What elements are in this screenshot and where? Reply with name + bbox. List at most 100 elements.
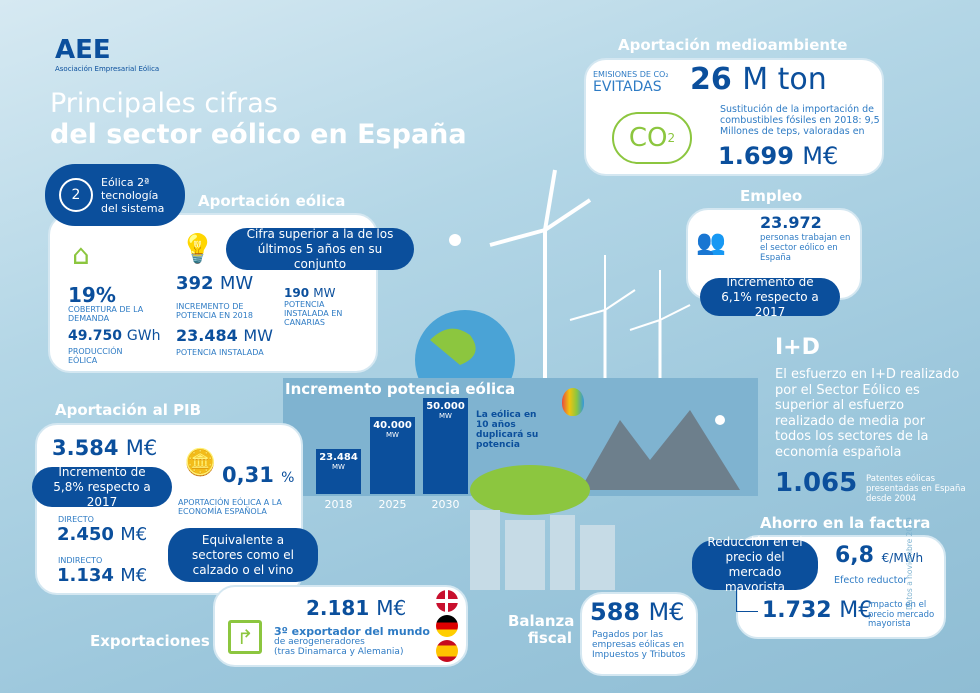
pib-increment-pill: Incremento de 5,8% respecto a 2017 (32, 465, 172, 509)
produccion-label: PRODUCCIÓN EÓLICA (68, 347, 123, 365)
bar-2025: 40.000 MW (370, 417, 415, 494)
empleo-title: Empleo (740, 187, 803, 205)
aportacion-eolica-title: Aportación eólica (198, 192, 346, 210)
valor-unit: M€ (802, 142, 839, 170)
instalada-unit: MW (243, 326, 273, 345)
canarias-label: POTENCIA INSTALADA EN CANARIAS (284, 300, 343, 327)
produccion-unit: GWh (126, 328, 161, 344)
incremento-value: 392 (176, 273, 214, 294)
bar-unit-label: MW (332, 462, 345, 471)
instalada-label: POTENCIA INSTALADA (176, 348, 264, 357)
directo-value: 2.450 (57, 524, 114, 545)
bar-value-label: 40.000 (373, 420, 412, 432)
impacto-label: Impacto en el precio mercado mayorista (868, 600, 935, 629)
pib-pct-unit: % (281, 470, 295, 486)
empleo-value: 23.972 (760, 213, 822, 232)
balanza-card (580, 592, 698, 676)
emisiones-unit: M ton (742, 62, 827, 97)
x-tick-label: 2018 (324, 498, 353, 511)
id-text: El esfuerzo en I+D realizado por el Sect… (775, 367, 960, 460)
people-icon: 👥 (696, 228, 726, 256)
logo-text: AEE (55, 35, 111, 65)
house-leaf-icon: ⌂ (72, 238, 90, 271)
hot-air-balloon-icon (562, 388, 584, 416)
exportador-line1: 3º exportador del mundo (274, 625, 430, 638)
exportaciones-title: Exportaciones (90, 632, 210, 650)
cobertura-value: 19% (68, 283, 116, 307)
bar-unit-label: MW (439, 412, 452, 420)
title-line-1: Principales cifras (50, 88, 278, 119)
export-arrow-icon: ↱ (228, 620, 262, 654)
connector-line (736, 590, 758, 612)
bar-value-label: 50.000 (426, 401, 465, 412)
impacto-unit: M€ (839, 598, 873, 623)
instalada-value: 23.484 (176, 326, 238, 345)
co2-cloud-icon: CO 2 (612, 112, 692, 164)
cifra-superior-pill: Cifra superior a la de los últimos 5 año… (226, 227, 414, 271)
impacto-value: 1.732 (762, 598, 832, 623)
balanza-text: Pagados por las empresas eólicas en Impu… (592, 630, 686, 660)
x-tick-label: 2025 (378, 498, 407, 511)
balanza-unit: M€ (648, 598, 685, 626)
directo-unit: M€ (120, 524, 148, 545)
ahorro-value: 6,8 (835, 543, 874, 568)
germany-flag-icon (436, 615, 458, 637)
exportaciones-unit: M€ (376, 596, 407, 620)
balanza-value: 588 (590, 598, 641, 626)
spain-flag-icon (436, 640, 458, 662)
canarias-unit: MW (313, 286, 336, 300)
denmark-flag-icon (436, 590, 458, 612)
sustitucion-text: Sustitución de la importación de combust… (720, 104, 880, 137)
pib-unit: M€ (125, 436, 158, 460)
pib-pct-label: APORTACIÓN EÓLICA A LA ECONOMÍA ESPAÑOLA (178, 498, 282, 516)
page-title: Principales cifras del sector eólico en … (50, 88, 467, 150)
directo-label: DIRECTO (58, 515, 94, 524)
badge: 2 Eólica 2ª tecnología del sistema (45, 164, 185, 226)
ahorro-title: Ahorro en la factura (760, 514, 931, 532)
pib-pct: 0,31 (222, 463, 274, 487)
balanza-title-2: fiscal (527, 629, 572, 647)
medioambiente-title: Aportación medioambiente (618, 36, 848, 54)
patentes-value: 1.065 (775, 468, 858, 498)
badge-text: Eólica 2ª tecnología del sistema (101, 175, 165, 215)
patentes-label: Patentes eólicas presentadas en España d… (866, 474, 966, 504)
pib-title: Aportación al PIB (55, 401, 202, 419)
empleo-pill: Incremento de 6,1% respecto a 2017 (700, 275, 840, 319)
cobertura-label: COBERTURA DE LA DEMANDA (68, 305, 144, 323)
aee-logo: AEE Asociación Empresarial Eólica (55, 35, 159, 73)
chart-annotation: La eólica en 10 años duplicará su potenc… (476, 410, 539, 450)
exportaciones-value: 2.181 (306, 596, 370, 620)
canarias-value: 190 (284, 286, 310, 300)
indirecto-label: INDIRECTO (58, 556, 103, 565)
indirecto-value: 1.134 (57, 565, 114, 586)
pib-total: 3.584 (52, 436, 119, 460)
balanza-title-1: Balanza (508, 612, 575, 630)
emisiones-label: EMISIONES DE CO₂ (593, 70, 669, 79)
bar-unit-label: MW (386, 431, 399, 440)
emisiones-value: 26 (690, 62, 732, 97)
evitadas-label: EVITADAS (593, 79, 662, 95)
equivalente-pill: Equivalente a sectores como el calzado o… (168, 528, 318, 582)
coins-icon: 🪙 (184, 448, 217, 478)
exportador-line2: de aerogeneradores (274, 637, 365, 647)
medal-icon: 2 (59, 178, 93, 212)
indirecto-unit: M€ (120, 565, 148, 586)
logo-subtitle: Asociación Empresarial Eólica (55, 65, 160, 73)
efecto-reductor-label: Efecto reductor (834, 575, 908, 586)
reduccion-pill: Reducción en el precio del mercado mayor… (692, 535, 818, 594)
chart-title: Incremento potencia eólica (285, 380, 516, 398)
produccion-value: 49.750 (68, 328, 123, 344)
incremento-unit: MW (219, 273, 254, 294)
bar-2030: 50.000 MW (423, 398, 468, 494)
lightbulb-icon: 💡 (180, 232, 215, 265)
bar-2018: 23.484 MW (316, 448, 361, 494)
ahorro-unit: €/MWh (881, 551, 924, 565)
valor-value: 1.699 (718, 142, 794, 170)
incremento-label: INCREMENTO DE POTENCIA EN 2018 (176, 302, 253, 320)
x-tick-label: 2030 (431, 498, 460, 511)
exportador-line3: (tras Dinamarca y Alemania) (274, 647, 404, 657)
title-line-2: del sector eólico en España (50, 119, 467, 150)
bar-value-label: 23.484 (319, 451, 358, 463)
footnote: Datos a noviembre 2019 (905, 517, 914, 610)
